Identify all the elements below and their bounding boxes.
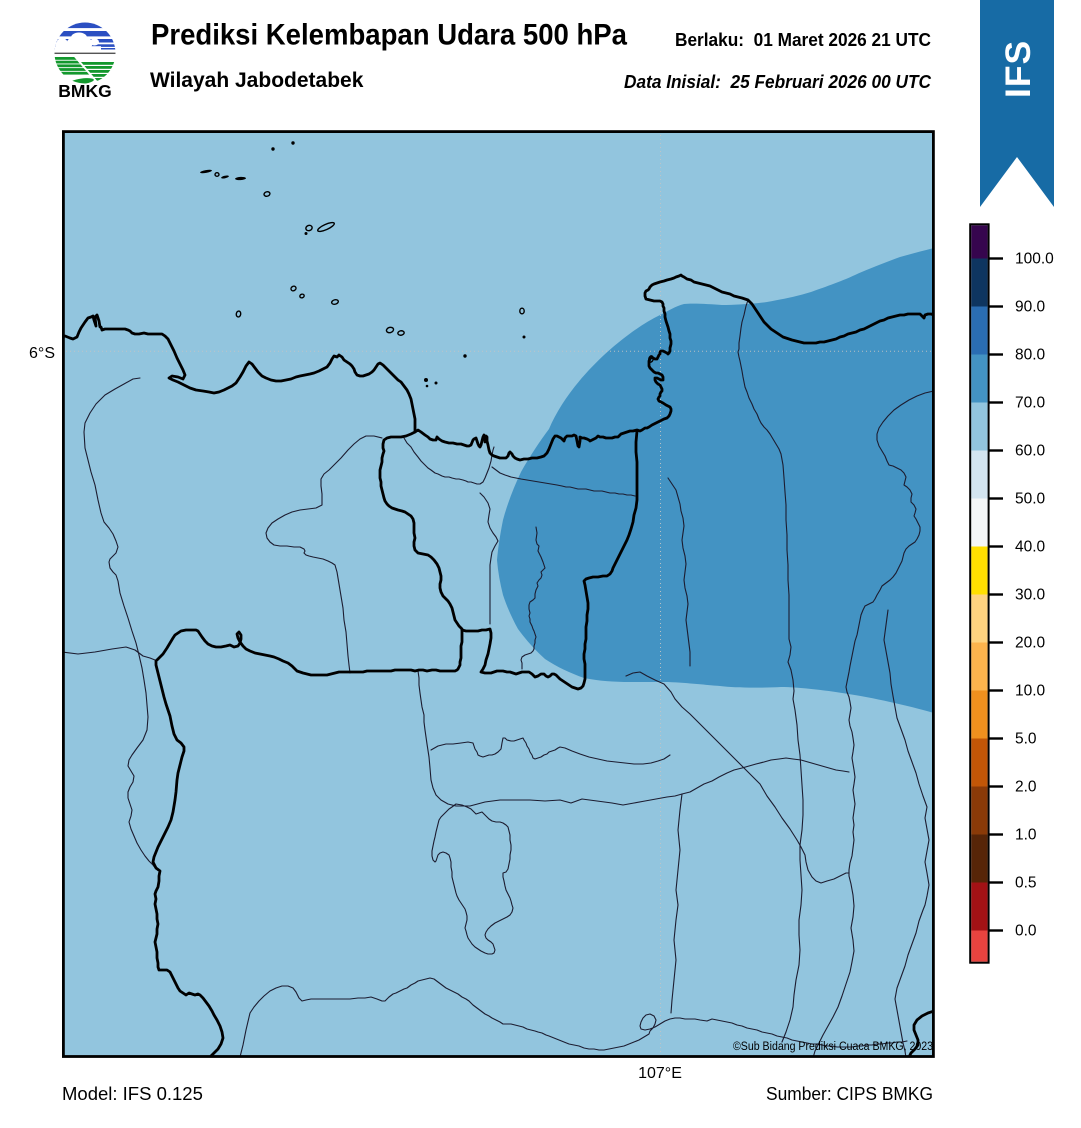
svg-text:0.0: 0.0 (1015, 923, 1037, 940)
svg-text:Sumber: CIPS BMKG: Sumber: CIPS BMKG (766, 1083, 933, 1104)
svg-text:70.0: 70.0 (1015, 395, 1046, 412)
svg-text:10.0: 10.0 (1015, 683, 1046, 700)
svg-text:Wilayah Jabodetabek: Wilayah Jabodetabek (150, 69, 364, 92)
svg-text:60.0: 60.0 (1015, 443, 1046, 460)
svg-text:BMKG: BMKG (58, 81, 111, 101)
svg-text:Data Inisial: 25 Februari 202: Data Inisial: 25 Februari 2026 00 UTC (624, 72, 932, 92)
svg-text:30.0: 30.0 (1015, 587, 1046, 604)
svg-text:107°E: 107°E (638, 1065, 682, 1082)
svg-text:100.0: 100.0 (1015, 251, 1054, 268)
svg-text:6°S: 6°S (29, 345, 55, 362)
svg-text:5.0: 5.0 (1015, 731, 1037, 748)
svg-text:IFS: IFS (998, 40, 1038, 98)
svg-text:©Sub Bidang Prediksi Cuaca BMK: ©Sub Bidang Prediksi Cuaca BMKG, 2023 (733, 1039, 933, 1053)
svg-text:1.0: 1.0 (1015, 827, 1037, 844)
svg-text:40.0: 40.0 (1015, 539, 1046, 556)
svg-text:80.0: 80.0 (1015, 347, 1046, 364)
svg-text:Model: IFS 0.125: Model: IFS 0.125 (62, 1083, 203, 1104)
svg-text:90.0: 90.0 (1015, 299, 1046, 316)
svg-text:Berlaku: 01 Maret 2026 21 UTC: Berlaku: 01 Maret 2026 21 UTC (675, 30, 931, 50)
svg-text:Prediksi Kelembapan Udara 500: Prediksi Kelembapan Udara 500 hPa (151, 19, 628, 52)
svg-text:50.0: 50.0 (1015, 491, 1046, 508)
svg-text:2.0: 2.0 (1015, 779, 1037, 796)
svg-text:20.0: 20.0 (1015, 635, 1046, 652)
svg-text:0.5: 0.5 (1015, 875, 1037, 892)
